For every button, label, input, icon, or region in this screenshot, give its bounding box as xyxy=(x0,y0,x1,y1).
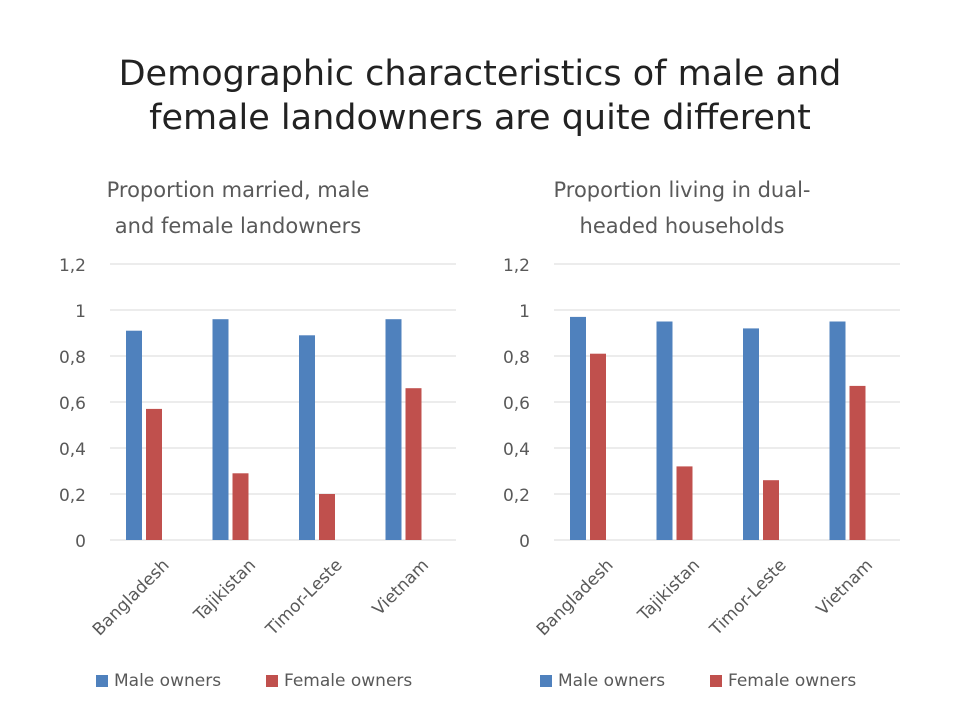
bar-male-bangladesh xyxy=(126,330,142,540)
bar-male-tajikistan xyxy=(656,321,673,540)
x-tick-label: Timor-Leste xyxy=(262,555,347,640)
chart-dual-headed: Proportion living in dual- headed househ… xyxy=(462,168,902,708)
chart-plot-area: 0 0,2 0,4 0,6 0,8 1 1,2 Bangladesh Tajikistan Tim… xyxy=(503,256,900,691)
bar-male-bangladesh xyxy=(570,316,586,540)
chart-title-line-1: Proportion living in dual- xyxy=(553,178,811,202)
y-tick-label: 0,2 xyxy=(59,486,86,506)
bar-male-timor-leste xyxy=(743,328,759,540)
legend-swatch xyxy=(266,675,278,687)
y-tick-label: 0,4 xyxy=(59,440,86,460)
y-tick-label: 0,6 xyxy=(503,394,530,414)
bar-female-bangladesh xyxy=(146,408,162,540)
legend-label: Male owners xyxy=(558,671,665,691)
bar-male-vietnam xyxy=(385,319,402,540)
y-tick-label: 0 xyxy=(75,532,86,552)
y-tick-label: 1 xyxy=(75,302,86,322)
x-tick-label: Timor-Leste xyxy=(706,555,791,640)
bar-female-tajikistan xyxy=(232,473,249,540)
bar-female-timor-leste xyxy=(763,480,779,540)
legend-swatch xyxy=(710,675,722,687)
y-tick-label: 0,4 xyxy=(503,440,530,460)
slide-title-line-2: female landowners are quite different xyxy=(149,98,811,138)
bar-female-vietnam xyxy=(849,385,866,540)
slide-title: Demographic characteristics of male and … xyxy=(40,52,920,140)
legend-label: Female owners xyxy=(728,671,856,691)
x-tick-label: Vietnam xyxy=(813,555,877,619)
y-tick-label: 0,2 xyxy=(503,486,530,506)
y-tick-label: 1 xyxy=(519,302,530,322)
x-tick-label: Tajikistan xyxy=(634,555,705,626)
y-tick-label: 0,6 xyxy=(59,394,86,414)
x-tick-label: Vietnam xyxy=(369,555,433,619)
legend-swatch xyxy=(96,675,108,687)
x-tick-label: Bangladesh xyxy=(89,555,174,640)
y-tick-label: 1,2 xyxy=(59,256,86,276)
bar-male-timor-leste xyxy=(299,335,315,540)
legend-swatch xyxy=(540,675,552,687)
chart-title: Proportion married, male and female land… xyxy=(18,172,458,244)
legend-label: Male owners xyxy=(114,671,221,691)
chart-title-line-2: headed households xyxy=(579,214,785,238)
chart-plot-area: 0 0,2 0,4 0,6 0,8 1 1,2 Bangladesh Tajikistan Tim… xyxy=(59,256,456,691)
y-tick-label: 0 xyxy=(519,532,530,552)
y-tick-label: 0,8 xyxy=(59,348,86,368)
x-tick-label: Tajikistan xyxy=(190,555,261,626)
chart-title-line-1: Proportion married, male xyxy=(106,178,370,202)
bar-female-bangladesh xyxy=(590,353,606,540)
slide-title-line-1: Demographic characteristics of male and xyxy=(118,54,842,94)
bar-female-tajikistan xyxy=(676,466,693,540)
bar-female-timor-leste xyxy=(319,494,335,540)
chart-title: Proportion living in dual- headed househ… xyxy=(462,172,902,244)
chart-title-line-2: and female landowners xyxy=(114,214,362,238)
chart-married: Proportion married, male and female land… xyxy=(18,168,458,708)
bar-male-tajikistan xyxy=(212,319,229,540)
x-tick-label: Bangladesh xyxy=(533,555,618,640)
legend-label: Female owners xyxy=(284,671,412,691)
y-tick-label: 1,2 xyxy=(503,256,530,276)
y-tick-label: 0,8 xyxy=(503,348,530,368)
bar-female-vietnam xyxy=(405,388,422,540)
bar-male-vietnam xyxy=(829,321,846,540)
